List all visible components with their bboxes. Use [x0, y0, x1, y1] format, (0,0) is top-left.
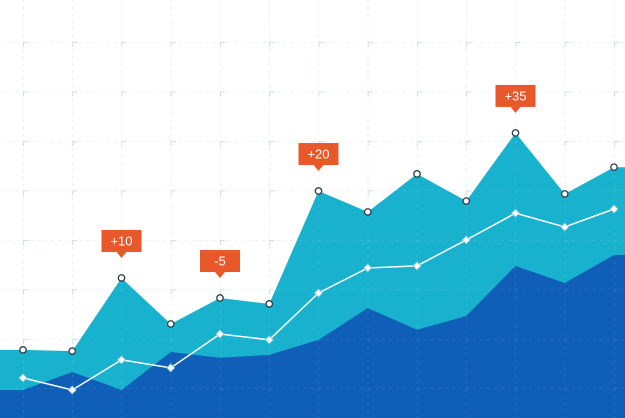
- annotation-label: -5: [214, 253, 226, 268]
- annotation-box: [200, 250, 240, 273]
- point-marker: [117, 274, 126, 282]
- line-marker: [18, 373, 28, 383]
- annotation-box: [101, 229, 142, 252]
- annotation-pointer: [313, 165, 324, 172]
- point-marker: [560, 190, 569, 198]
- annotation-label: +35: [504, 88, 526, 103]
- point-marker: [413, 170, 421, 178]
- point-marker: [314, 187, 323, 195]
- annotation-pointer: [116, 251, 127, 258]
- line-marker: [116, 355, 127, 365]
- point-marker: [511, 129, 520, 137]
- point-marker: [363, 208, 372, 216]
- line-marker: [215, 329, 225, 339]
- line-marker: [67, 385, 77, 395]
- annotation-label: +20: [307, 146, 329, 161]
- foreground: +10 -5 +20 +35: [18, 84, 619, 395]
- point-marker: [610, 163, 618, 172]
- point-marker: [265, 300, 274, 308]
- line-marker: [560, 222, 570, 232]
- line-marker: [166, 363, 176, 373]
- point-marker: [68, 347, 77, 355]
- point-marker: [19, 346, 27, 354]
- annotation-pointer: [510, 106, 521, 113]
- annotation-pointer: [215, 272, 225, 279]
- line-marker: [412, 261, 422, 271]
- line-marker: [363, 263, 373, 273]
- annotation-box: [495, 84, 536, 107]
- line-marker: [313, 288, 324, 298]
- point-marker: [166, 320, 175, 328]
- annotation-box: [298, 143, 339, 166]
- line-marker: [264, 335, 274, 345]
- point-marker: [216, 294, 224, 302]
- line-marker: [461, 235, 471, 245]
- line-marker: [510, 208, 521, 218]
- annotation-label: +10: [110, 233, 132, 248]
- line-marker: [609, 204, 619, 214]
- point-marker: [462, 197, 471, 205]
